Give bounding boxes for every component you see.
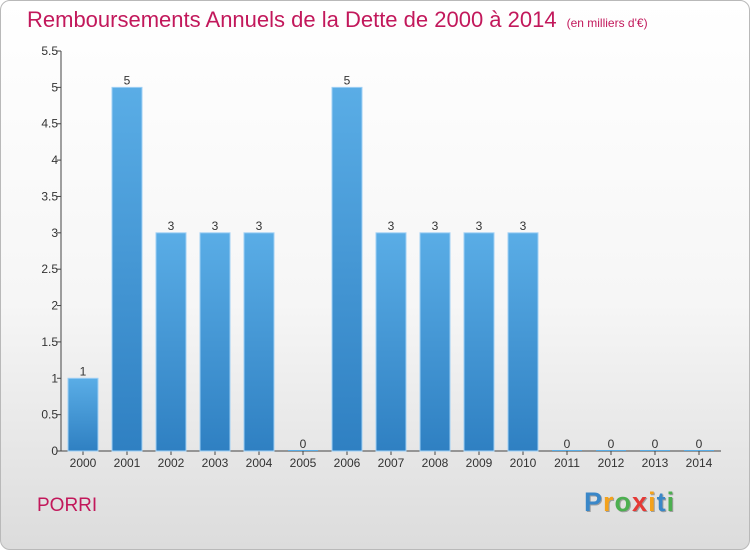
chart-subtitle: (en milliers d'€) — [566, 16, 648, 30]
data-label: 5 — [124, 73, 131, 87]
proxiti-logo: Proxiti — [584, 487, 675, 518]
title-text: Remboursements Annuels de la Dette de 20… — [27, 7, 557, 32]
x-tick-label: 2013 — [642, 456, 669, 470]
y-tick-label: 2 — [51, 299, 58, 313]
bar — [111, 86, 143, 452]
x-tick-label: 2001 — [114, 456, 141, 470]
y-tick-label: 1 — [51, 371, 58, 385]
x-tick-label: 2005 — [290, 456, 317, 470]
data-label: 0 — [652, 437, 659, 451]
y-tick-label: 2.5 — [41, 262, 58, 276]
bar — [463, 232, 495, 452]
data-label: 3 — [168, 219, 175, 233]
y-tick-label: 4.5 — [41, 117, 58, 131]
axes: 0 0.5 1 1.5 2 2.5 3 3.5 4 4.5 5 5.5 2000 2001 2002 2003… — [41, 44, 721, 470]
bar — [419, 232, 451, 452]
bar — [507, 232, 539, 452]
x-tick-label: 2011 — [554, 456, 580, 470]
data-label: 3 — [388, 219, 395, 233]
bar — [67, 377, 99, 452]
data-label: 3 — [476, 219, 483, 233]
bar — [155, 232, 187, 452]
commune-name: PORRI — [37, 495, 98, 516]
y-tick-label: 1.5 — [41, 335, 58, 349]
y-tick-label: 4 — [51, 153, 58, 167]
y-tick-label: 5 — [51, 80, 58, 94]
y-tick-label: 3.5 — [41, 189, 58, 203]
x-tick-label: 2010 — [510, 456, 537, 470]
y-tick-label: 0 — [51, 444, 58, 458]
x-tick-label: 2012 — [598, 456, 625, 470]
logo-letter: r — [603, 487, 615, 517]
logo-letter: x — [632, 487, 649, 517]
data-label: 3 — [520, 219, 527, 233]
x-tick-label: 2004 — [246, 456, 273, 470]
data-label: 3 — [432, 219, 439, 233]
logo-letter: P — [584, 487, 604, 517]
data-label: 5 — [344, 73, 351, 87]
y-tick-label: 5.5 — [41, 44, 58, 58]
x-tick-label: 2014 — [686, 456, 713, 470]
data-label: 0 — [608, 437, 615, 451]
logo-letter: i — [648, 487, 657, 517]
data-label: 3 — [256, 219, 263, 233]
data-label: 0 — [300, 437, 307, 451]
bars: 1 5 3 3 3 0 5 3 3 3 3 0 0 0 0 — [67, 73, 714, 452]
chart-title: Remboursements Annuels de la Dette de 20… — [27, 7, 648, 33]
bar — [243, 232, 275, 452]
data-label: 0 — [696, 437, 703, 451]
x-tick-label: 2006 — [334, 456, 361, 470]
x-tick-label: 2000 — [70, 456, 97, 470]
x-tick-label: 2008 — [422, 456, 449, 470]
x-tick-label: 2002 — [158, 456, 185, 470]
logo-letter: i — [666, 487, 676, 517]
x-tick-label: 2003 — [202, 456, 229, 470]
y-tick-label: 3 — [51, 226, 58, 240]
data-label: 1 — [80, 364, 87, 378]
x-tick-label: 2009 — [466, 456, 493, 470]
data-label: 3 — [212, 219, 219, 233]
bar — [375, 232, 407, 452]
bar — [331, 86, 363, 452]
x-tick-label: 2007 — [378, 456, 405, 470]
data-label: 0 — [564, 437, 571, 451]
y-tick-label: 0.5 — [41, 408, 58, 422]
bar — [199, 232, 231, 452]
logo-letter: o — [614, 487, 633, 517]
logo-letter: t — [656, 487, 667, 517]
